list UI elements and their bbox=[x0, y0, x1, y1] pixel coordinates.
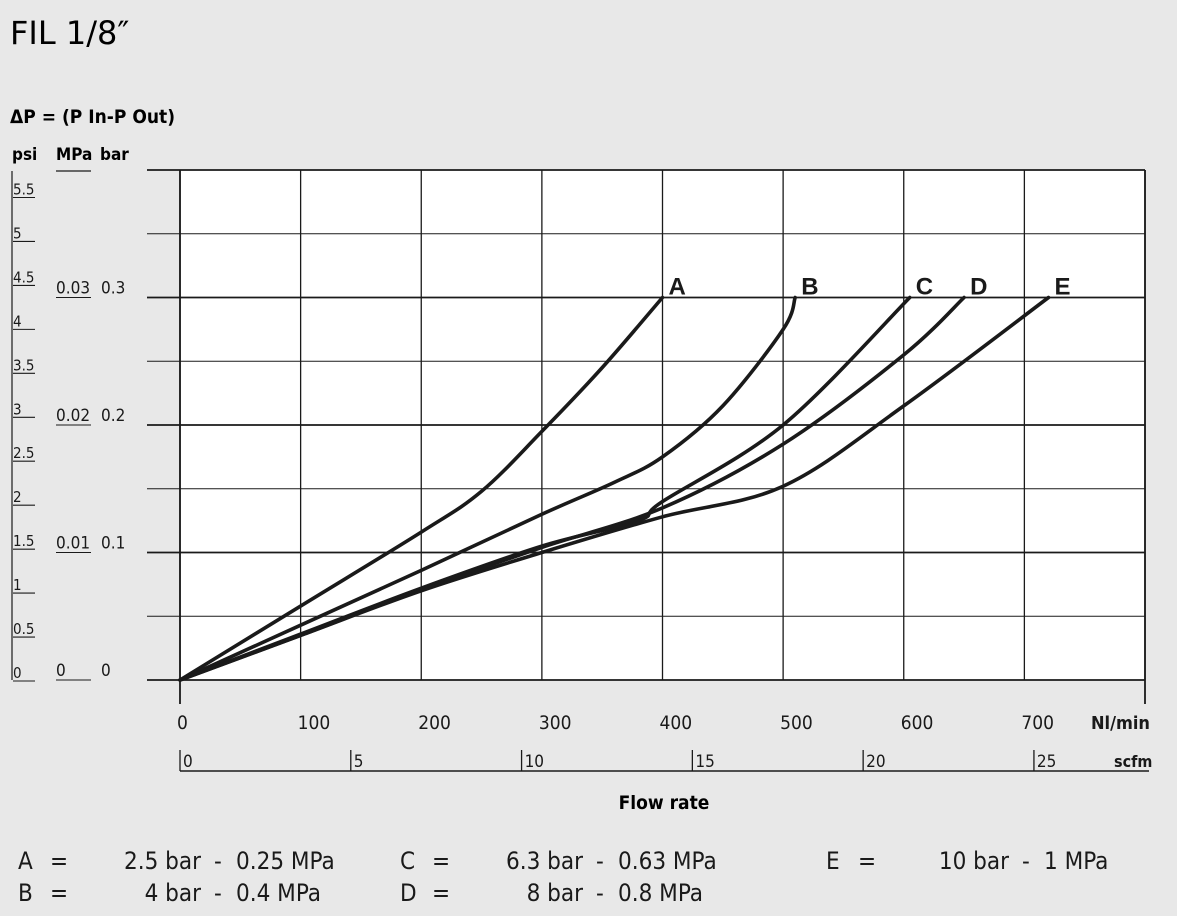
x-axis-title: Flow rate bbox=[619, 792, 710, 814]
scfm-tick-label: 5 bbox=[354, 752, 364, 772]
legend-mpa-value: 0.4 MPa bbox=[236, 879, 321, 907]
psi-tick-label: 1 bbox=[13, 576, 22, 594]
series-label-e: E bbox=[1055, 274, 1071, 301]
mpa-tick-label: 0 bbox=[56, 661, 66, 681]
legend-separator: - bbox=[214, 847, 222, 875]
legend-key: E bbox=[826, 847, 840, 875]
mpa-tick-label: 0.01 bbox=[56, 534, 90, 554]
legend-separator: - bbox=[596, 879, 604, 907]
legend-key: D bbox=[400, 879, 417, 907]
bar-tick-label: 0 bbox=[101, 661, 111, 681]
x-tick-label: 700 bbox=[1021, 712, 1054, 734]
legend-bar-value: 2.5 bar bbox=[124, 847, 201, 875]
curves: A B C D E bbox=[178, 274, 1071, 682]
series-line-a bbox=[178, 295, 665, 682]
legend-bar-value: 8 bar bbox=[527, 879, 584, 907]
series-label-b: B bbox=[801, 274, 818, 301]
legend-equals: = bbox=[432, 879, 450, 907]
psi-tick-label: 0.5 bbox=[13, 620, 34, 638]
legend-equals: = bbox=[858, 847, 876, 875]
psi-tick-label: 5 bbox=[13, 224, 22, 242]
scfm-axis: 0 5 10 15 20 25 scfm bbox=[179, 750, 1152, 772]
y-axis-heading: ΔP = (P In-P Out) bbox=[10, 106, 175, 128]
psi-tick-label: 1.5 bbox=[13, 532, 34, 550]
x-axis: 0 100 200 300 400 500 600 700 Nl/min bbox=[177, 712, 1150, 734]
x-tick-label: 500 bbox=[780, 712, 813, 734]
legend-mpa-value: 1 MPa bbox=[1044, 847, 1108, 875]
legend-separator: - bbox=[1022, 847, 1030, 875]
psi-tick-label: 4.5 bbox=[13, 268, 34, 286]
x-tick-label: 0 bbox=[177, 712, 188, 734]
legend-separator: - bbox=[214, 879, 222, 907]
scfm-tick-label: 25 bbox=[1037, 752, 1056, 772]
x-tick-label: 300 bbox=[539, 712, 572, 734]
legend-entry-a: A = 2.5 bar -0.25 MPa bbox=[18, 847, 335, 875]
scfm-unit-label: scfm bbox=[1114, 752, 1152, 771]
psi-tick-label: 4 bbox=[13, 312, 22, 330]
bar-unit-header: bar bbox=[100, 145, 129, 165]
psi-axis: 5.5 5 4.5 4 3.5 3 2.5 2 1.5 1 0.5 0 bbox=[11, 171, 35, 682]
legend-mpa-value: 0.25 MPa bbox=[236, 847, 335, 875]
legend-separator: - bbox=[596, 847, 604, 875]
legend-entry-e: E = 10 bar -1 MPa bbox=[826, 847, 1108, 875]
scfm-tick-label: 10 bbox=[525, 752, 544, 772]
legend-bar-value: 6.3 bar bbox=[506, 847, 583, 875]
legend-entry-d: D = 8 bar -0.8 MPa bbox=[400, 879, 703, 907]
series-label-a: A bbox=[669, 274, 686, 301]
mpa-tick-label: 0.03 bbox=[56, 279, 90, 299]
psi-tick-label: 3 bbox=[13, 400, 22, 418]
bar-tick-label: 0.2 bbox=[101, 406, 125, 426]
legend-key: C bbox=[400, 847, 415, 875]
grid-lines bbox=[147, 169, 1146, 704]
legend-key: A bbox=[18, 847, 33, 875]
psi-tick-label: 3.5 bbox=[13, 356, 34, 374]
legend-mpa-value: 0.63 MPa bbox=[618, 847, 717, 875]
mpa-unit-header: MPa bbox=[56, 145, 92, 165]
psi-tick-label: 5.5 bbox=[13, 181, 34, 199]
legend-bar-value: 4 bar bbox=[145, 879, 202, 907]
series-label-c: C bbox=[916, 274, 933, 301]
scfm-tick-label: 15 bbox=[695, 752, 714, 772]
psi-tick-label: 0 bbox=[13, 664, 22, 682]
chart-title: FIL 1/8″ bbox=[10, 14, 129, 52]
legend-equals: = bbox=[50, 847, 68, 875]
mpa-tick-label: 0.02 bbox=[56, 406, 90, 426]
series-label-d: D bbox=[970, 274, 987, 301]
x-tick-label: 100 bbox=[298, 712, 331, 734]
legend-equals: = bbox=[50, 879, 68, 907]
series-line-e bbox=[178, 295, 1051, 682]
x-tick-label: 600 bbox=[901, 712, 934, 734]
legend-mpa-value: 0.8 MPa bbox=[618, 879, 703, 907]
scfm-tick-label: 20 bbox=[866, 752, 885, 772]
legend-entry-b: B = 4 bar -0.4 MPa bbox=[18, 879, 321, 907]
x-tick-label: 200 bbox=[418, 712, 451, 734]
x-unit-label: Nl/min bbox=[1091, 713, 1150, 734]
psi-tick-label: 2.5 bbox=[13, 444, 34, 462]
mpa-axis: 0.03 0.02 0.01 0 bbox=[56, 279, 91, 681]
x-tick-label: 400 bbox=[660, 712, 693, 734]
legend-bar-value: 10 bar bbox=[939, 847, 1009, 875]
psi-tick-label: 2 bbox=[13, 488, 22, 506]
scfm-tick-label: 0 bbox=[183, 752, 193, 772]
bar-tick-label: 0.1 bbox=[101, 534, 125, 554]
legend-entry-c: C = 6.3 bar -0.63 MPa bbox=[400, 847, 717, 875]
legend-key: B bbox=[18, 879, 33, 907]
psi-unit-header: psi bbox=[12, 145, 37, 165]
bar-tick-label: 0.3 bbox=[101, 279, 125, 299]
series-line-b bbox=[178, 295, 797, 682]
bar-axis: 0.3 0.2 0.1 0 bbox=[101, 279, 125, 682]
legend-equals: = bbox=[432, 847, 450, 875]
